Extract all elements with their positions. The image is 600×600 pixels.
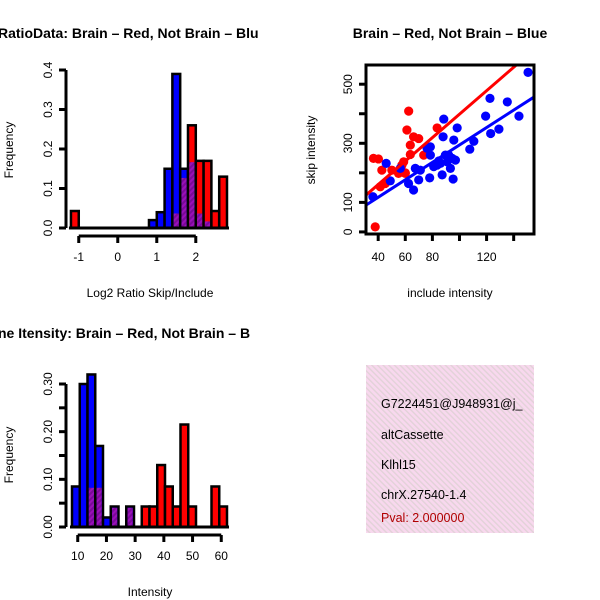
info-event-type: altCassette: [381, 428, 444, 442]
blue-point: [445, 163, 456, 174]
ratio-histogram: RatioData: Brain – Red, Not Brain – Blu …: [0, 25, 259, 300]
scatter-plot-area: [366, 65, 534, 232]
blue-point: [523, 67, 533, 77]
y-tick-label: 0.2: [41, 140, 55, 157]
red-point: [402, 125, 412, 135]
ratio-histogram-ylabel: Frequency: [2, 122, 16, 179]
info-panel: G7224451@J948931@j_ altCassette Klhl15 c…: [366, 365, 534, 533]
blue-point: [502, 97, 512, 107]
red-bar: [69, 209, 81, 230]
red-bar: [218, 505, 229, 529]
blue-point: [408, 185, 419, 195]
blue-point: [439, 114, 449, 124]
y-tick-label: 0.30: [41, 372, 55, 396]
overlap-bar: [127, 507, 133, 527]
blue-point: [438, 132, 448, 142]
blue-point: [425, 142, 435, 152]
overlap-bar: [181, 177, 187, 228]
x-tick-label: 120: [477, 250, 497, 264]
overlap-bar: [96, 487, 102, 527]
blue-point: [437, 170, 447, 180]
y-tick-label: 0.0: [41, 219, 55, 236]
y-tick-label: 0.1: [41, 180, 55, 197]
overlap-bar: [112, 507, 118, 527]
red-point: [405, 140, 415, 150]
blue-point: [414, 175, 424, 185]
blue-point: [452, 123, 462, 133]
x-tick-label: 50: [186, 549, 200, 563]
intensity-scatter: Brain – Red, Not Brain – Blue include in…: [304, 25, 547, 300]
info-panel-background: [366, 365, 534, 533]
blue-point: [465, 144, 475, 154]
blue-point: [486, 128, 496, 139]
blue-point: [494, 124, 504, 134]
info-location: chrX.27540-1.4: [381, 488, 467, 502]
y-tick-label: 0.20: [41, 420, 55, 444]
y-tick-label: 0.3: [41, 101, 55, 118]
ratio-histogram-title: RatioData: Brain – Red, Not Brain – Blu: [0, 25, 259, 41]
scatter-ylabel: skip intensity: [304, 116, 318, 185]
x-tick-label: 10: [71, 549, 85, 563]
intensity-histogram-ylabel: Frequency: [2, 427, 16, 484]
x-tick-label: 1: [153, 250, 160, 264]
overlap-bar: [204, 221, 211, 228]
x-tick-label: 60: [215, 549, 229, 563]
info-event-id: G7224451@J948931@j_: [381, 397, 524, 411]
blue-point: [514, 111, 524, 121]
red-point: [404, 106, 414, 116]
x-tick-label: 80: [426, 250, 440, 264]
x-tick-label: 0: [114, 250, 121, 264]
overlap-bar: [197, 213, 203, 228]
blue-point: [425, 150, 435, 160]
scatter-frame: [364, 63, 536, 236]
x-tick-label: 2: [192, 250, 199, 264]
blue-point: [403, 178, 414, 189]
blue-point: [425, 173, 435, 183]
red-point: [377, 165, 387, 175]
overlap-bar: [173, 213, 179, 228]
x-tick-label: 40: [372, 250, 386, 264]
y-tick-label: 0.10: [41, 467, 55, 491]
red-point: [419, 150, 429, 160]
scatter-xlabel: include intensity: [407, 286, 492, 300]
blue-fit-line: [366, 95, 534, 207]
red-point: [414, 133, 424, 144]
ratio-histogram-xlabel: Log2 Ratio Skip/Include: [87, 286, 214, 300]
y-tick-label: 500: [341, 74, 355, 94]
blue-point: [485, 93, 495, 103]
info-gene: Klhl15: [381, 458, 416, 472]
x-tick-label: 40: [157, 549, 171, 563]
blue-point: [385, 176, 395, 186]
y-tick-label: 100: [341, 192, 355, 212]
y-tick-label: 0: [341, 228, 355, 235]
blue-point: [450, 155, 461, 165]
y-tick-label: 0.00: [41, 515, 55, 539]
blue-point: [448, 174, 458, 184]
red-fit-line: [366, 65, 519, 197]
red-bar: [187, 505, 198, 529]
overlap-bar: [88, 487, 94, 527]
red-bar: [217, 175, 229, 230]
y-tick-label: 300: [341, 133, 355, 153]
scatter-title: Brain – Red, Not Brain – Blue: [353, 25, 548, 41]
blue-point: [449, 135, 459, 145]
info-pval: Pval: 2.000000: [381, 511, 464, 525]
x-tick-label: 20: [100, 549, 114, 563]
intensity-histogram-title: ne Itensity: Brain – Red, Not Brain – B: [0, 325, 250, 341]
y-tick-label: 0.4: [41, 61, 55, 78]
red-point: [370, 222, 380, 232]
x-tick-label: 30: [128, 549, 142, 563]
blue-point: [481, 111, 491, 121]
blue-point: [381, 158, 391, 168]
intensity-histogram-xlabel: Intensity: [128, 585, 173, 599]
intensity-histogram: ne Itensity: Brain – Red, Not Brain – B …: [0, 325, 250, 599]
x-tick-label: 60: [399, 250, 413, 264]
red-point: [373, 154, 384, 164]
x-tick-label: -1: [73, 250, 84, 264]
overlap-bar: [189, 162, 195, 228]
